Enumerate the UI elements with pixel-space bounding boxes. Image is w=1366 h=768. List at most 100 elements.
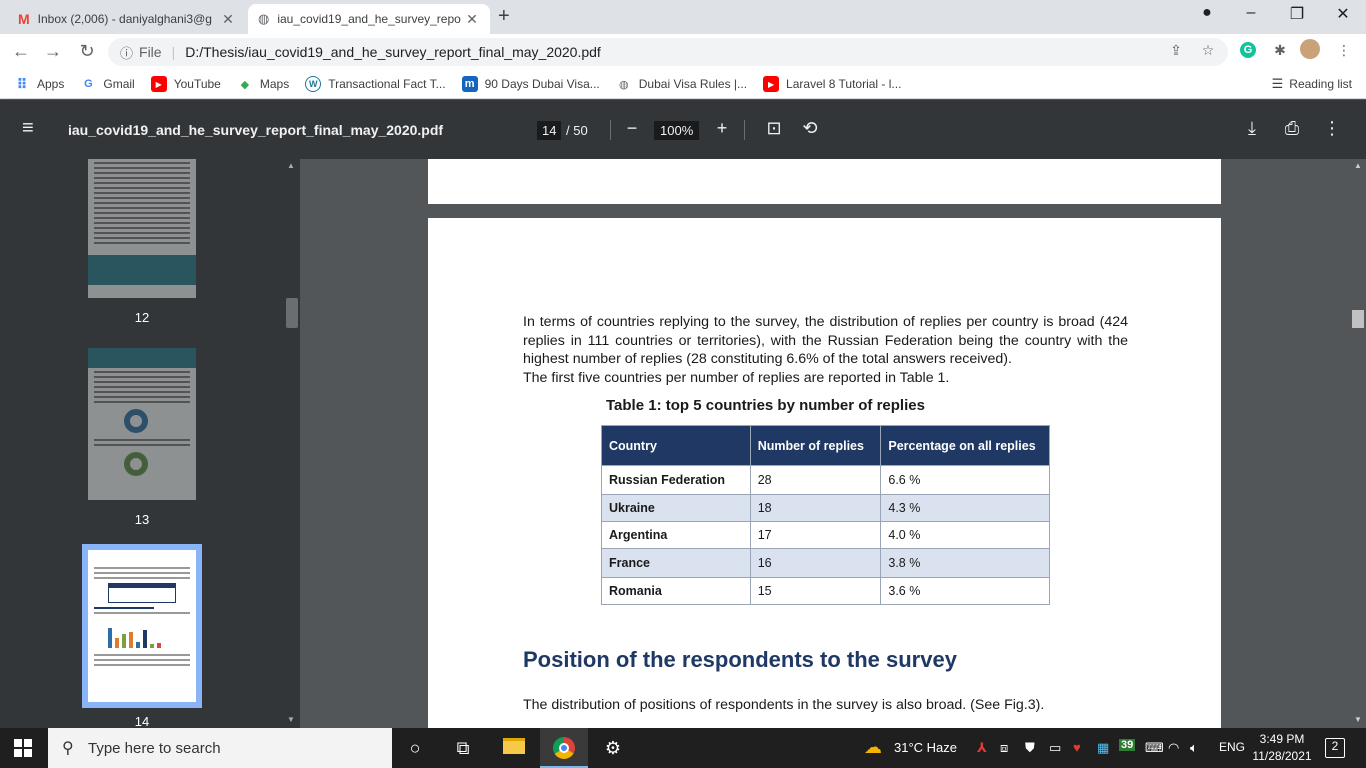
scroll-up-icon[interactable]: ▲ <box>287 161 295 170</box>
file-explorer-icon[interactable] <box>502 736 526 760</box>
bookmark-apps[interactable]: ⠿ Apps <box>14 76 65 92</box>
table-row: Russian Federation 28 6.6 % <box>601 465 1050 495</box>
chrome-taskbar-button[interactable] <box>540 728 588 768</box>
taskbar: ⚲ Type here to search ○ ⧉ ⚙ ☁ 31°C Haze … <box>0 728 1366 768</box>
bookmark-youtube[interactable]: ▶ YouTube <box>150 76 221 92</box>
extensions-icon[interactable]: ✱ <box>1274 42 1286 58</box>
thumbnail-footer <box>88 255 196 285</box>
rotate-icon[interactable]: ⟲ <box>802 118 818 138</box>
bookmark-label: 90 Days Dubai Visa... <box>484 77 600 91</box>
sidebar-toggle-icon[interactable]: ≡ <box>22 117 34 139</box>
close-window-button[interactable]: ✕ <box>1336 6 1350 23</box>
globe-icon: ◍ <box>618 78 629 91</box>
tray-icon[interactable]: ▦ <box>1097 740 1110 755</box>
tray-badge[interactable]: 39 <box>1119 739 1136 751</box>
back-button[interactable]: ← <box>12 41 30 61</box>
volume-icon[interactable]: 🔈︎ <box>1190 740 1198 755</box>
countries-table: Country Number of replies Percentage on … <box>601 425 1050 605</box>
reload-button[interactable]: ↻ <box>79 41 95 61</box>
scroll-up-icon[interactable]: ▲ <box>1354 161 1362 170</box>
info-icon[interactable]: ⓘ <box>120 45 134 61</box>
youtube-icon: ▶ <box>150 76 167 92</box>
search-placeholder: Type here to search <box>88 739 221 757</box>
bookmark-star-icon[interactable]: ☆ <box>1201 42 1215 58</box>
menu-icon[interactable]: ⋮ <box>1337 42 1351 58</box>
cortana-icon[interactable]: ○ <box>409 738 421 758</box>
bookmark-label: Maps <box>259 77 290 91</box>
avatar[interactable] <box>1300 39 1320 62</box>
tab-gmail[interactable]: M Inbox (2,006) - daniyalghani3@g ✕ <box>8 4 246 34</box>
wifi-icon[interactable]: ◠ <box>1168 740 1180 755</box>
google-icon: G <box>84 78 93 90</box>
tray-icon[interactable]: ⌨ <box>1145 740 1164 755</box>
notification-center-icon[interactable]: 2 <box>1325 738 1345 758</box>
acrobat-tray-icon[interactable]: ⅄ <box>977 740 987 755</box>
scroll-down-icon[interactable]: ▼ <box>1354 715 1362 724</box>
table-header: Country <box>601 425 751 466</box>
bookmark-label: Laravel 8 Tutorial - l... <box>786 77 902 91</box>
tab-search-icon[interactable]: ● <box>1202 4 1212 21</box>
language-indicator[interactable]: ENG <box>1219 740 1246 754</box>
fit-page-icon[interactable]: ⊡ <box>766 118 782 138</box>
print-icon[interactable]: ⎙ <box>1284 118 1300 138</box>
table-row: France 16 3.8 % <box>601 548 1050 578</box>
bookmark-laravel[interactable]: ▶ Laravel 8 Tutorial - l... <box>763 76 901 92</box>
reading-list-button[interactable]: ☰ Reading list <box>1272 76 1352 92</box>
chrome-icon <box>553 737 575 759</box>
bookmark-maps[interactable]: ◆ Maps <box>237 76 290 92</box>
thumbnail-page-14[interactable] <box>88 550 196 702</box>
clock[interactable]: 3:49 PM 11/28/2021 <box>1252 731 1312 765</box>
weather-icon[interactable]: ☁ <box>864 737 882 757</box>
weather-text[interactable]: 31°C Haze <box>894 740 958 755</box>
table-cell: 28 <box>749 465 882 495</box>
windows-start-icon[interactable] <box>14 739 32 757</box>
reading-list-icon: ☰ <box>1271 76 1284 91</box>
url-text: D:/Thesis/iau_covid19_and_he_survey_repo… <box>185 44 601 60</box>
zoom-input[interactable]: 100% <box>654 121 700 140</box>
grammarly-icon[interactable]: G <box>1238 40 1258 58</box>
task-view-icon[interactable]: ⧉ <box>456 738 470 758</box>
table-header: Percentage on all replies <box>880 425 1050 466</box>
taskbar-search-box[interactable]: ⚲ Type here to search <box>48 728 392 768</box>
new-tab-button[interactable]: + <box>498 5 510 27</box>
table-cell: Argentina <box>601 521 751 549</box>
bookmark-dubai-visa[interactable]: m 90 Days Dubai Visa... <box>461 76 600 92</box>
more-options-icon[interactable]: ⋮ <box>1323 118 1341 138</box>
thumbnail-page-13[interactable] <box>88 348 196 500</box>
tray-icon[interactable]: ▭ <box>1049 740 1062 755</box>
bookmark-gmail[interactable]: G Gmail <box>80 76 135 92</box>
pdf-filename: iau_covid19_and_he_survey_report_final_m… <box>68 122 444 138</box>
scroll-down-icon[interactable]: ▼ <box>287 715 295 724</box>
address-bar[interactable]: ⓘ File | D:/Thesis/iau_covid19_and_he_su… <box>108 38 1228 66</box>
tab-pdf[interactable]: ◍ iau_covid19_and_he_survey_repo ✕ <box>248 4 490 34</box>
maps-icon: ◆ <box>240 78 250 91</box>
close-icon[interactable]: ✕ <box>466 10 478 27</box>
sidebar-scrollbar[interactable] <box>284 159 300 728</box>
share-icon[interactable]: ⇪ <box>1170 42 1182 58</box>
bookmark-dubai-rules[interactable]: ◍ Dubai Visa Rules |... <box>616 76 747 92</box>
page-number-input[interactable]: 14 <box>537 121 562 140</box>
forward-button[interactable]: → <box>44 41 62 61</box>
minimize-button[interactable]: – <box>1246 4 1256 21</box>
body-paragraph: The distribution of positions of respond… <box>523 697 1045 713</box>
thumbnail-page-12[interactable] <box>88 159 196 298</box>
settings-gear-icon[interactable]: ⚙ <box>604 738 622 758</box>
table-cell: 4.3 % <box>880 494 1050 522</box>
bookmark-label: Dubai Visa Rules |... <box>638 77 748 91</box>
zoom-in-button[interactable]: + <box>716 118 728 138</box>
sidebar-scroll-thumb[interactable] <box>286 298 298 328</box>
restore-button[interactable]: ❐ <box>1289 6 1305 23</box>
main-scroll-thumb[interactable] <box>1352 310 1364 328</box>
table-cell: 3.6 % <box>880 577 1050 605</box>
bookmarks-bar: ⠿ Apps G Gmail ▶ YouTube ◆ Maps W Transa… <box>0 70 1366 99</box>
tray-icon[interactable]: ⛊ <box>1025 740 1035 755</box>
bookmark-label: Apps <box>37 77 65 91</box>
antivirus-tray-icon[interactable]: ♥ <box>1073 740 1081 755</box>
page-total: / 50 <box>566 123 588 138</box>
main-scrollbar[interactable]: ▲ ▼ <box>1350 159 1366 728</box>
bookmark-transactional[interactable]: W Transactional Fact T... <box>305 76 446 92</box>
zoom-out-button[interactable]: − <box>626 118 638 138</box>
close-icon[interactable]: ✕ <box>222 10 234 27</box>
download-icon[interactable]: ⤓ <box>1248 118 1256 138</box>
tray-icon[interactable]: ⧈ <box>1000 740 1009 755</box>
